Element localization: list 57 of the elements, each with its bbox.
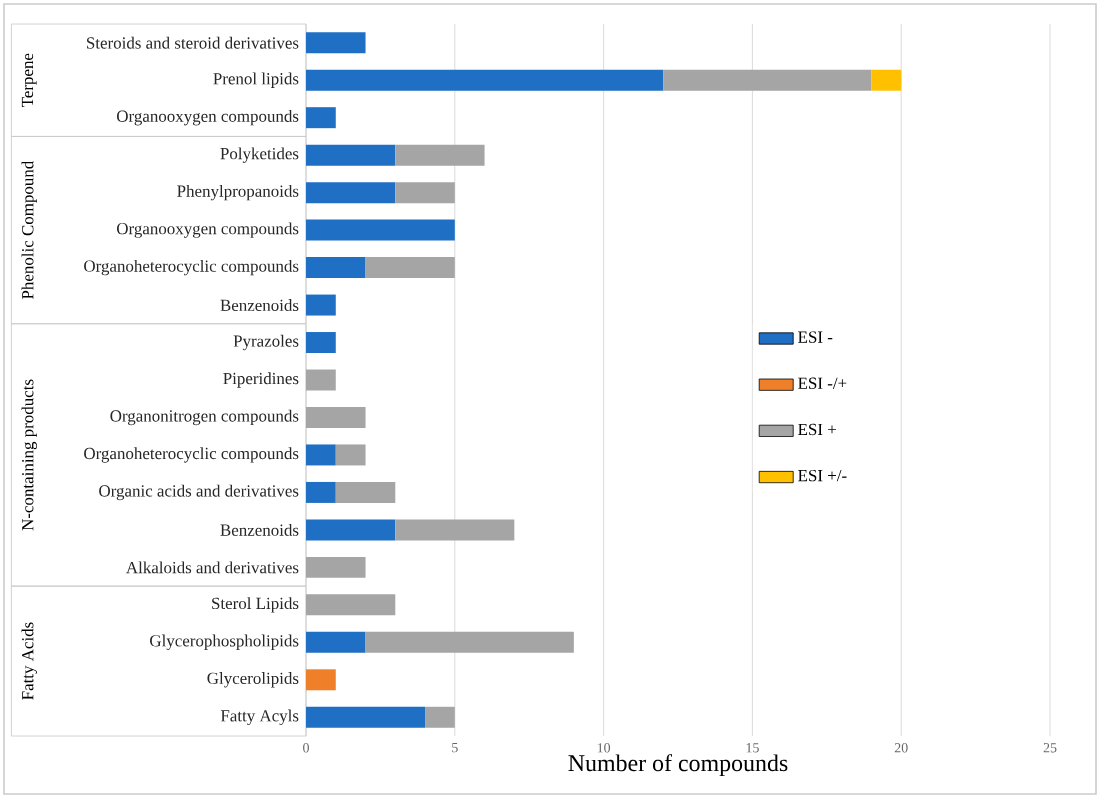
y-tick-label: Polyketides	[220, 147, 299, 163]
text: N-containing products	[21, 379, 37, 531]
bar	[306, 444, 336, 466]
y-tick-label: Benzenoids	[220, 523, 299, 536]
bar	[306, 219, 455, 241]
y-tick-label: Organooxygen compounds	[116, 222, 299, 238]
y-tick-label: Pyrazoles	[233, 334, 299, 351]
y-tick-label: Benzenoids	[220, 299, 299, 312]
y-tick-label: Organic acids and derivatives	[99, 484, 299, 501]
bar	[306, 69, 664, 91]
bar	[306, 369, 336, 391]
y-tick-label: Piperidines	[223, 372, 299, 388]
legend-label: ESI +	[798, 423, 836, 436]
bar	[395, 144, 485, 166]
bar	[335, 444, 366, 466]
y-tick-label: Organooxygen compounds	[116, 109, 299, 126]
y-tick-label: Fatty Acyls	[220, 709, 299, 725]
legend-label: ESI +/-	[798, 469, 847, 482]
text: Phenolic Compound	[21, 160, 37, 299]
bar	[871, 69, 902, 91]
bar	[306, 332, 336, 354]
legend-label: ESI -/+	[798, 377, 847, 389]
bar	[306, 594, 396, 616]
text: Fatty Acids	[21, 622, 37, 700]
y-tick-label: Steroids and steroid derivatives	[87, 36, 299, 49]
bar	[395, 182, 455, 204]
bar	[395, 519, 515, 541]
bar	[306, 294, 336, 316]
bar	[365, 631, 574, 653]
y-tick-label: Sterol Lipids	[212, 597, 299, 613]
y-tick-label: Organoheterocyclic compounds	[84, 259, 299, 276]
bar	[663, 69, 872, 91]
bar	[425, 706, 455, 728]
bar	[306, 631, 366, 653]
y-tick-label: Prenol lipids	[213, 72, 299, 88]
bar	[306, 182, 396, 204]
bar	[306, 481, 336, 503]
legend-label: ESI -	[798, 331, 833, 343]
bar	[306, 669, 336, 691]
bar	[365, 257, 455, 279]
bar	[306, 144, 396, 166]
y-tick-label: Organonitrogen compounds	[110, 409, 299, 426]
bar	[335, 481, 396, 503]
y-tick-label: Phenylpropanoids	[177, 184, 299, 201]
x-axis-title: Number of compounds	[568, 754, 788, 777]
bar	[306, 519, 396, 541]
y-tick-label: Glycerophospholipids	[150, 634, 299, 651]
y-tick-label: Glycerolipids	[207, 672, 299, 688]
bar	[306, 556, 366, 578]
bar	[306, 107, 336, 129]
y-tick-label: Alkaloids and derivatives	[126, 561, 299, 574]
bar	[306, 406, 366, 428]
y-tick-label: Organoheterocyclic compounds	[84, 447, 299, 463]
text: Terpene	[21, 53, 37, 108]
bar	[306, 257, 366, 279]
bar	[306, 706, 426, 728]
bar	[306, 32, 366, 54]
